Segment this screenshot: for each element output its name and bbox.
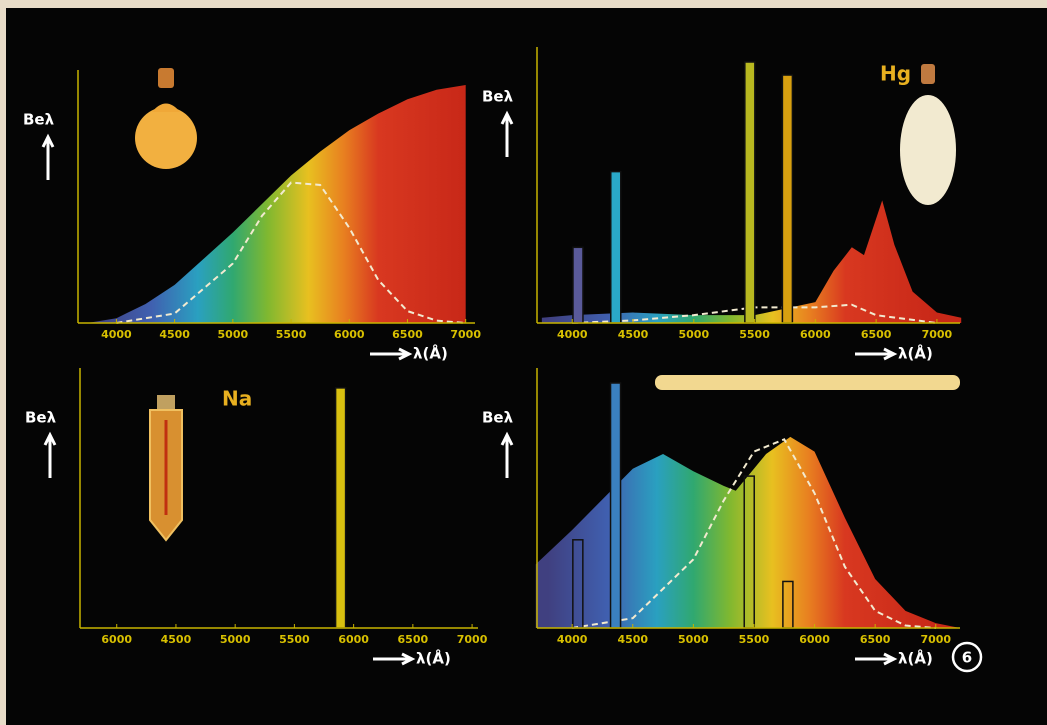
lamp-label: Hg: [880, 62, 911, 86]
x-tick-label: 7000: [922, 328, 953, 341]
spectrum-area: [535, 436, 960, 628]
x-tick-label: 6500: [860, 633, 891, 646]
fluorescent-tube: [655, 375, 960, 390]
x-arrow: [373, 652, 416, 666]
x-tick-label: 4000: [557, 328, 588, 341]
x-arrow: [370, 347, 413, 361]
x-axis-label: λ(Å): [416, 649, 451, 668]
sodium-lamp: [149, 395, 183, 542]
mercury-bulb: [900, 64, 956, 205]
x-tick-label: 6000: [101, 633, 132, 646]
y-arrow: [500, 431, 514, 478]
x-tick-label: 6000: [338, 633, 369, 646]
x-axis-label: λ(Å): [898, 649, 933, 668]
y-axis-label: Beλ: [23, 111, 55, 129]
x-tick-label: 5500: [276, 328, 307, 341]
x-tick-label: 6500: [392, 328, 423, 341]
emission-line: [334, 387, 347, 629]
x-tick-label: 7000: [920, 633, 951, 646]
emission-line: [782, 580, 794, 629]
x-tick-label: 6000: [799, 633, 830, 646]
x-tick-label: 5000: [218, 328, 249, 341]
lamp-label: Na: [222, 387, 252, 411]
x-tick-label: 6000: [800, 328, 831, 341]
y-axis-label: Beλ: [482, 409, 514, 427]
emission-line: [743, 475, 755, 629]
x-tick-label: 4000: [101, 328, 132, 341]
x-tick-label: 4500: [618, 328, 649, 341]
x-tick-label: 4000: [557, 633, 588, 646]
x-tick-label: 4500: [617, 633, 648, 646]
emission-line: [572, 246, 584, 324]
incandescent-bulb: [135, 68, 197, 169]
x-tick-label: 4500: [161, 633, 192, 646]
y-axis-label: Beλ: [25, 409, 57, 427]
y-axis-label: Beλ: [482, 88, 514, 106]
x-tick-label: 5000: [220, 633, 251, 646]
emission-line: [781, 74, 794, 324]
x-arrow: [855, 347, 898, 361]
x-tick-label: 6500: [398, 633, 429, 646]
x-tick-label: 5500: [279, 633, 310, 646]
x-tick-label: 7000: [457, 633, 488, 646]
emission-line: [610, 170, 622, 324]
x-tick-label: 6500: [861, 328, 892, 341]
spectrum-area: [541, 200, 962, 323]
x-tick-label: 5000: [678, 328, 709, 341]
x-tick-label: 5000: [678, 633, 709, 646]
emission-line: [572, 539, 584, 629]
emission-line: [609, 382, 622, 629]
y-arrow: [43, 431, 57, 478]
x-arrow: [855, 652, 898, 666]
y-arrow: [41, 133, 55, 180]
y-arrow: [500, 110, 514, 157]
figure-number-circle: [951, 641, 983, 673]
sensitivity-curve: [116, 181, 466, 324]
x-tick-label: 4500: [159, 328, 190, 341]
x-tick-label: 6000: [334, 328, 365, 341]
x-axis-label: λ(Å): [413, 344, 448, 363]
spectrum-area: [87, 85, 466, 323]
x-tick-label: 7000: [450, 328, 481, 341]
emission-line: [744, 61, 756, 324]
x-axis-label: λ(Å): [898, 344, 933, 363]
sensitivity-curve: [571, 438, 936, 629]
x-tick-label: 5500: [739, 328, 770, 341]
x-tick-label: 5500: [739, 633, 770, 646]
figure-number: 6: [962, 649, 972, 667]
